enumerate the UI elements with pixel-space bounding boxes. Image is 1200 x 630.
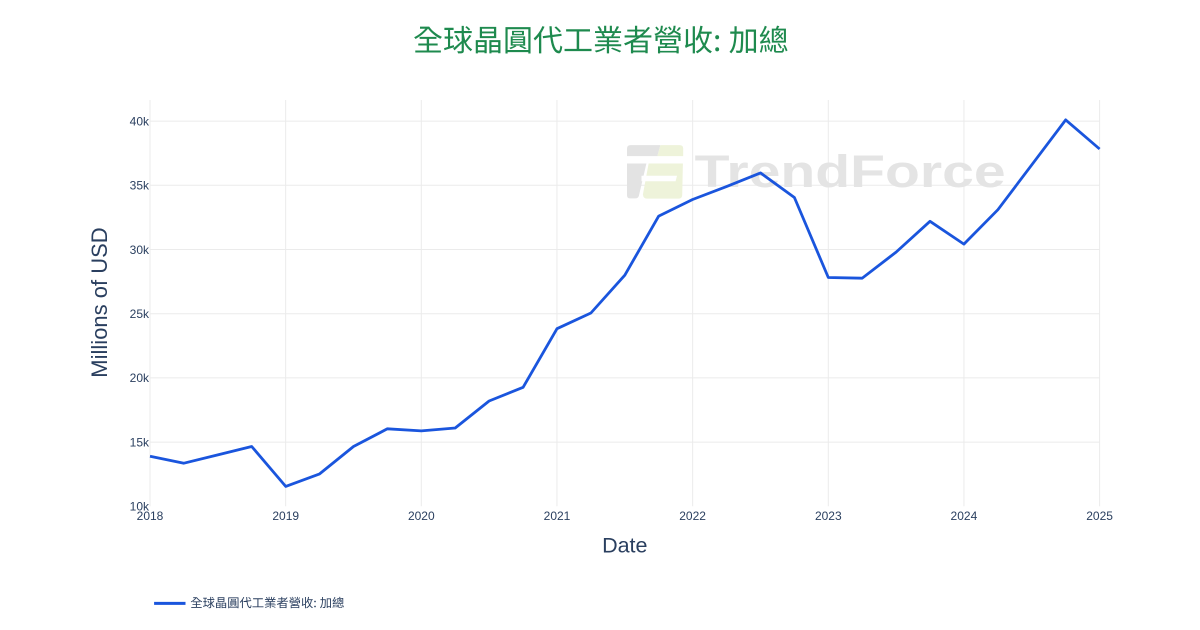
svg-text:2022: 2022	[679, 509, 706, 523]
svg-text:2024: 2024	[951, 509, 978, 523]
svg-text:2020: 2020	[408, 509, 435, 523]
svg-text:2023: 2023	[815, 509, 842, 523]
svg-text:2018: 2018	[137, 509, 164, 523]
svg-text:20k: 20k	[130, 371, 150, 385]
svg-text:10k: 10k	[130, 500, 150, 514]
svg-text:15k: 15k	[130, 435, 150, 449]
svg-text:Date: Date	[602, 533, 647, 557]
svg-text:Millions of USD: Millions of USD	[87, 227, 112, 377]
svg-text:2019: 2019	[272, 509, 299, 523]
svg-text:30k: 30k	[130, 243, 150, 257]
svg-text:35k: 35k	[130, 179, 150, 193]
svg-text:40k: 40k	[130, 114, 150, 128]
svg-text:TrendForce: TrendForce	[695, 146, 1006, 197]
svg-text:25k: 25k	[130, 307, 150, 321]
svg-text:2025: 2025	[1086, 509, 1113, 523]
svg-text:2021: 2021	[544, 509, 571, 523]
